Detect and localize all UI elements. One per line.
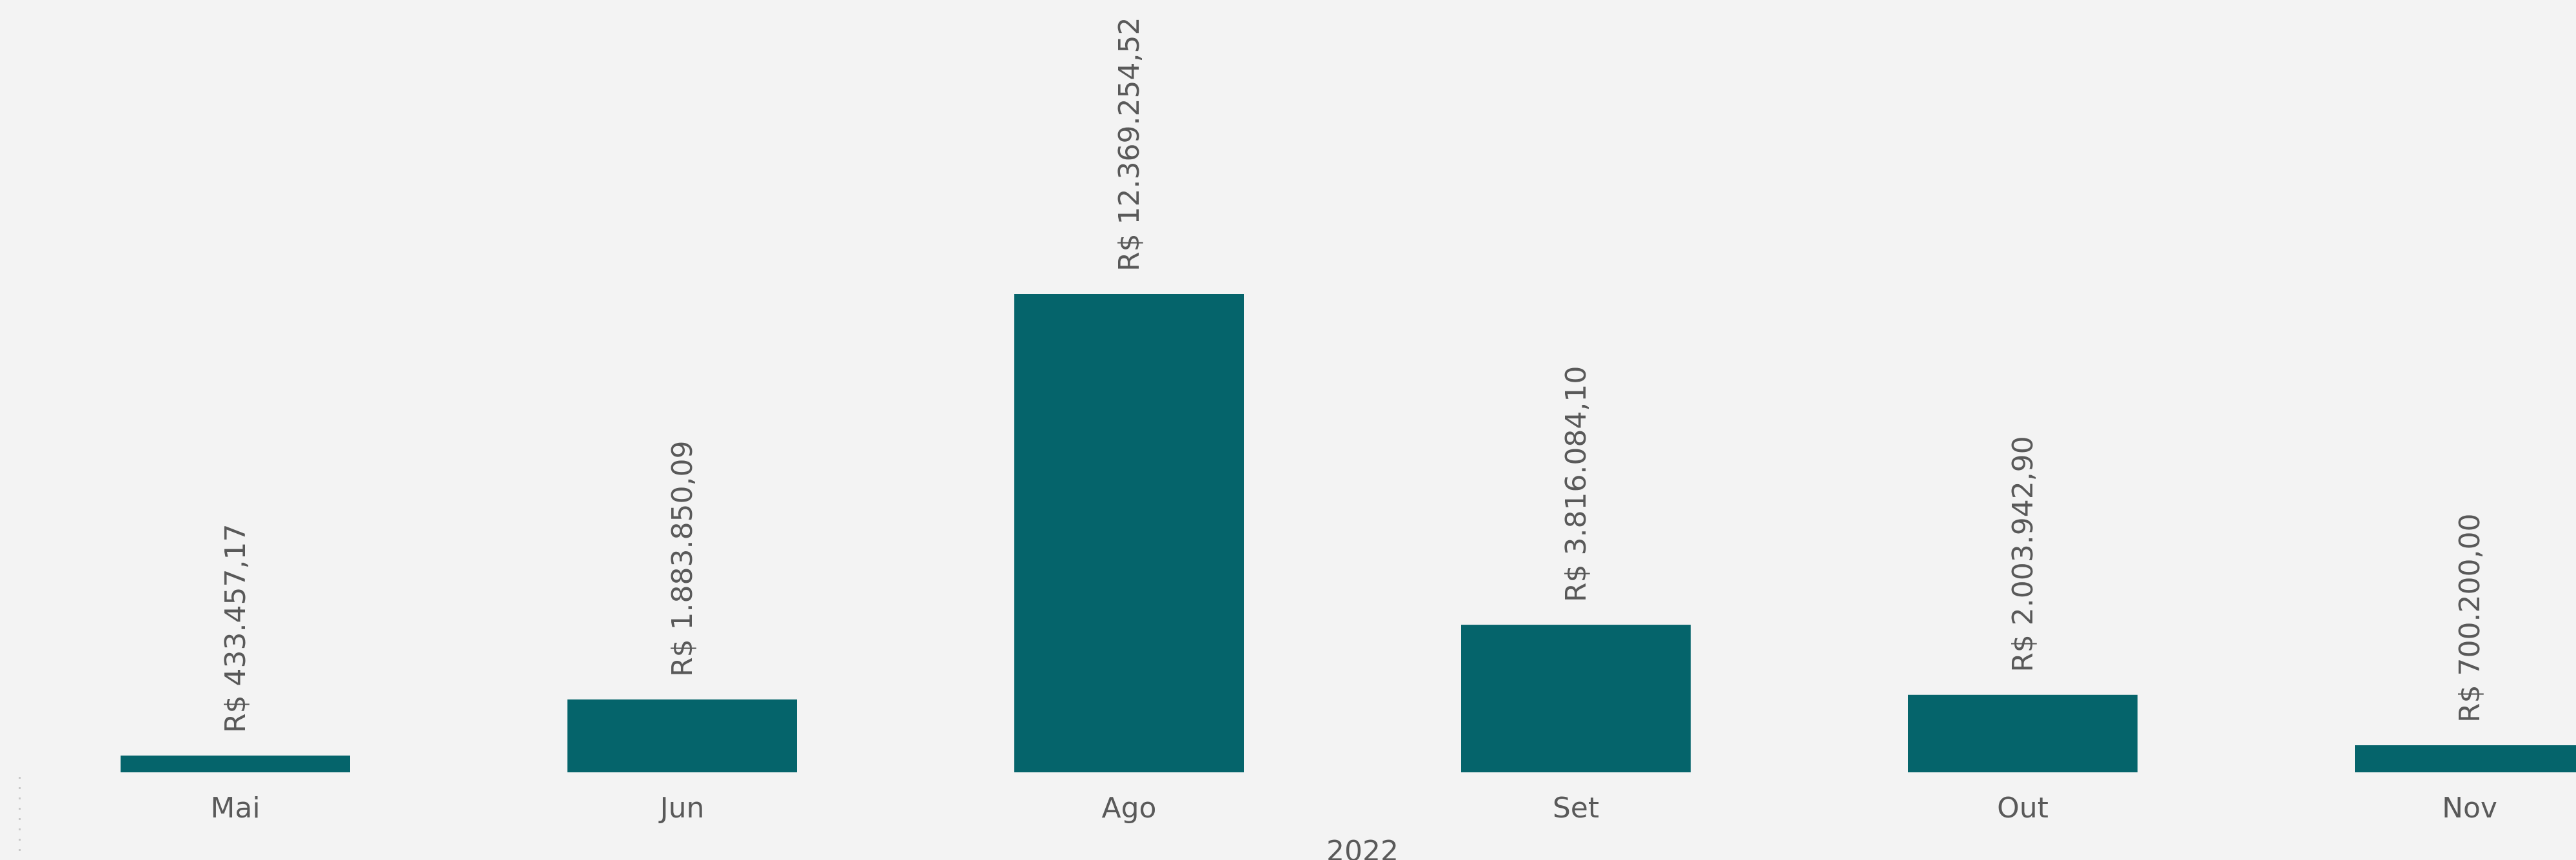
bar-mai	[121, 755, 350, 772]
category-label-nov: Nov	[2442, 792, 2497, 825]
bar-jun	[567, 699, 797, 772]
bars-group	[121, 294, 2576, 772]
category-label-mai: Mai	[210, 792, 260, 825]
category-label-ago: Ago	[1102, 792, 1157, 825]
edge-dot	[19, 787, 21, 789]
value-label-nov: R$ 700.200,00	[2453, 514, 2486, 723]
bar-out	[1908, 694, 2138, 772]
edge-dot	[19, 808, 21, 810]
value-label-mai: R$ 433.457,17	[219, 524, 252, 733]
edge-dot	[19, 797, 21, 799]
edge-dot	[19, 849, 21, 851]
bar-ago	[1014, 294, 1244, 772]
value-label-ago: R$ 12.369.254,52	[1113, 17, 1146, 271]
edge-dot	[19, 777, 21, 779]
edge-dot	[19, 828, 21, 830]
bar-nov	[2355, 745, 2576, 772]
edge-dot	[19, 839, 21, 841]
value-labels-group: R$ 433.457,17 R$ 1.883.850,09 R$ 12.369.25…	[219, 17, 2486, 733]
category-labels-group: Mai Jun Ago Set Out Nov	[210, 792, 2497, 825]
bar-set	[1461, 625, 1691, 772]
edge-dot	[19, 818, 21, 820]
value-label-set: R$ 3.816.084,10	[1560, 366, 1593, 602]
value-label-out: R$ 2.003.942,90	[2007, 436, 2040, 672]
category-label-set: Set	[1553, 792, 1599, 825]
category-label-out: Out	[1997, 792, 2049, 825]
value-label-jun: R$ 1.883.850,09	[666, 441, 699, 677]
category-label-jun: Jun	[658, 792, 705, 825]
edge-dots	[19, 777, 21, 851]
year-axis-label: 2022	[1326, 835, 1399, 860]
